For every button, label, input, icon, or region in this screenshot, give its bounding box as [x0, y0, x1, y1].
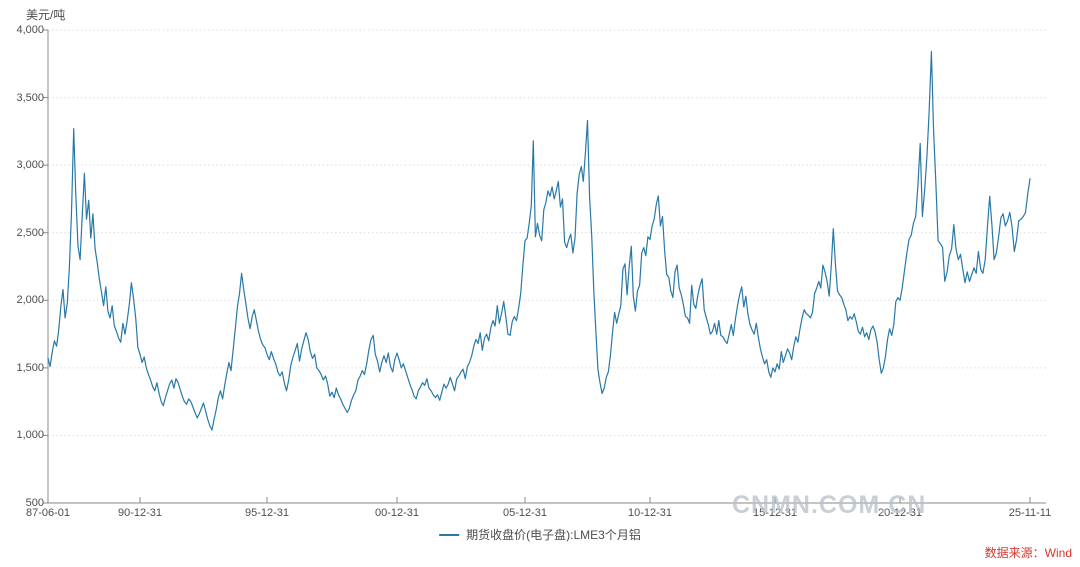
x-axis-tick-label: 05-12-31	[502, 507, 548, 519]
axis-ticks	[43, 29, 1031, 504]
legend: 期货收盘价(电子盘):LME3个月铝	[439, 526, 641, 543]
x-axis-tick-label: 20-12-31	[877, 507, 923, 519]
price-series-line	[47, 50, 1031, 431]
x-axis-tick-label: 95-12-31	[244, 507, 290, 519]
y-axis-tick-label: 2,500	[16, 226, 44, 239]
x-axis-tick-label: 10-12-31	[627, 507, 673, 519]
y-axis-unit-label: 美元/吨	[26, 8, 66, 22]
y-axis-tick-label: 1,500	[16, 361, 44, 374]
y-axis-tick-label: 3,000	[16, 159, 44, 172]
x-axis-tick-label: 25-11-11	[1008, 507, 1052, 519]
y-axis-tick-label: 500	[25, 497, 44, 509]
legend-series-label: 期货收盘价(电子盘):LME3个月铝	[466, 528, 641, 542]
data-source-label: 数据来源：Wind	[984, 546, 1072, 560]
y-axis-tick-label: 2,000	[16, 294, 44, 307]
legend-line-marker	[439, 533, 460, 536]
x-axis-tick-label: 15-12-31	[752, 507, 798, 519]
y-axis-tick-label: 3,500	[16, 91, 44, 104]
x-axis-tick-label: 90-12-31	[117, 507, 163, 519]
x-axis-tick-label: 00-12-31	[374, 507, 420, 519]
x-axis-tick-label: 87-06-01	[25, 507, 71, 519]
gridlines	[48, 29, 1046, 436]
site-watermark: CNMN.COM.CN	[732, 491, 927, 519]
y-axis-tick-label: 1,000	[16, 429, 44, 442]
y-axis-tick-label: 4,000	[16, 24, 44, 36]
